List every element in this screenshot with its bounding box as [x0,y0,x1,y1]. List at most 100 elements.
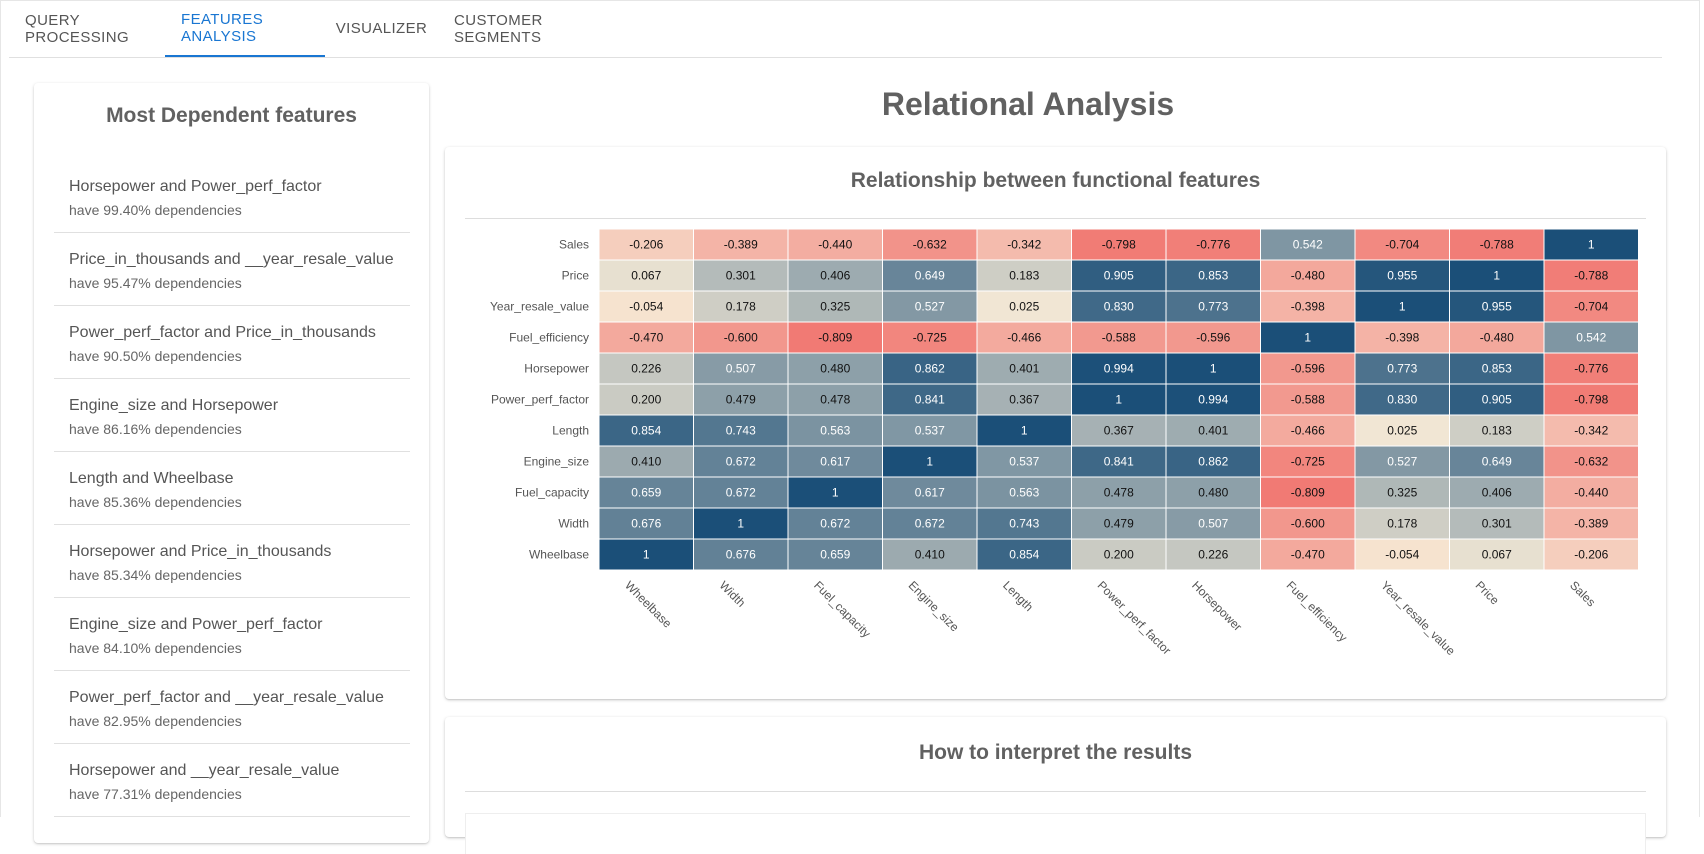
heatmap-cell[interactable] [882,321,978,354]
heatmap-cell[interactable] [1354,352,1450,385]
heatmap-cell[interactable] [787,290,883,323]
heatmap-cell[interactable] [693,259,789,292]
heatmap-cell[interactable] [1165,414,1261,447]
heatmap-cell[interactable] [1165,445,1261,478]
heatmap-cell[interactable] [976,321,1072,354]
heatmap-cell[interactable] [1354,259,1450,292]
heatmap-cell[interactable] [882,538,978,571]
heatmap-cell[interactable] [693,352,789,385]
heatmap-cell[interactable] [1543,321,1639,354]
heatmap-cell[interactable] [1354,383,1450,416]
heatmap-cell[interactable] [976,290,1072,323]
heatmap-cell[interactable] [882,445,978,478]
heatmap-cell[interactable] [1260,538,1356,571]
heatmap-cell[interactable] [693,321,789,354]
heatmap-cell[interactable] [882,259,978,292]
heatmap-cell[interactable] [1071,259,1167,292]
heatmap-cell[interactable] [1449,538,1545,571]
heatmap-cell[interactable] [1165,476,1261,509]
tab-features-analysis[interactable]: FEATURES ANALYSIS [165,0,325,57]
list-item[interactable]: Engine_size and Power_perf_factor have 8… [54,598,410,671]
heatmap-cell[interactable] [1165,352,1261,385]
heatmap-cell[interactable] [1260,228,1356,261]
heatmap-cell[interactable] [787,538,883,571]
heatmap-cell[interactable] [1354,321,1450,354]
heatmap-cell[interactable] [1543,538,1639,571]
tab-customer-segments[interactable]: CUSTOMER SEGMENTS [454,11,543,46]
heatmap-cell[interactable] [787,476,883,509]
heatmap-cell[interactable] [598,538,694,571]
heatmap-cell[interactable] [693,445,789,478]
heatmap-cell[interactable] [1543,228,1639,261]
heatmap-cell-value: 0.773 [1198,300,1228,314]
heatmap-cell[interactable] [976,538,1072,571]
heatmap-cell[interactable] [1071,383,1167,416]
heatmap-cell[interactable] [1354,228,1450,261]
list-item[interactable]: Engine_size and Horsepower have 86.16% d… [54,379,410,452]
heatmap-cell[interactable] [1071,290,1167,323]
heatmap-cell[interactable] [598,507,694,540]
tab-visualizer[interactable]: VISUALIZER [335,20,428,37]
heatmap-cell[interactable] [882,476,978,509]
heatmap-cell[interactable] [976,259,1072,292]
heatmap-cell[interactable] [693,228,789,261]
heatmap-cell[interactable] [1449,507,1545,540]
heatmap-cell[interactable] [882,507,978,540]
list-item[interactable]: Power_perf_factor and __year_resale_valu… [54,671,410,744]
heatmap-cell[interactable] [787,228,883,261]
heatmap-cell-value: -0.398 [1291,300,1325,314]
heatmap-cell[interactable] [1354,476,1450,509]
heatmap-cell[interactable] [1165,321,1261,354]
list-item[interactable]: Price_in_thousands and __year_resale_val… [54,233,410,306]
heatmap-cell[interactable] [1071,228,1167,261]
list-item[interactable]: Length and Wheelbase have 85.36% depende… [54,452,410,525]
heatmap-cell[interactable] [598,290,694,323]
y-tick-label: Horsepower [524,362,589,376]
heatmap-cell[interactable] [1449,445,1545,478]
heatmap-cell-value: -0.466 [1291,424,1325,438]
y-tick-label: Year_resale_value [490,300,589,314]
heatmap-cell[interactable] [976,507,1072,540]
heatmap-cell[interactable] [1543,290,1639,323]
heatmap-cell[interactable] [693,538,789,571]
heatmap-cell[interactable] [1449,476,1545,509]
heatmap-cell-value: 0.830 [1387,393,1417,407]
heatmap-cell[interactable] [1543,383,1639,416]
list-item[interactable]: Power_perf_factor and Price_in_thousands… [54,306,410,379]
heatmap-cell[interactable] [1165,538,1261,571]
heatmap-cell-value: 0.743 [1009,517,1039,531]
y-tick-label: Sales [559,238,589,252]
heatmap-cell[interactable] [1165,507,1261,540]
heatmap-cell[interactable] [1071,321,1167,354]
heatmap-cell-value: 0.401 [1009,362,1039,376]
heatmap-cell[interactable] [787,414,883,447]
heatmap-cell[interactable] [787,321,883,354]
y-tick-label: Fuel_capacity [515,486,589,500]
dependency-value: have 82.95% dependencies [69,713,242,729]
heatmap-cell[interactable] [976,383,1072,416]
tab-query-processing[interactable]: QUERY PROCESSING [25,11,130,46]
heatmap-cell[interactable] [598,321,694,354]
heatmap-cell[interactable] [1260,290,1356,323]
list-item[interactable]: Horsepower and Power_perf_factor have 99… [54,160,410,233]
heatmap-cell[interactable] [882,352,978,385]
heatmap-cell[interactable] [1449,321,1545,354]
list-item[interactable]: Horsepower and Price_in_thousands have 8… [54,525,410,598]
heatmap-cell[interactable] [1165,259,1261,292]
heatmap-cell[interactable] [693,383,789,416]
heatmap-cell[interactable] [598,259,694,292]
heatmap-cell[interactable] [1354,507,1450,540]
heatmap-cell[interactable] [1071,538,1167,571]
heatmap-cell[interactable] [1354,538,1450,571]
heatmap-cell[interactable] [787,352,883,385]
heatmap-cell-value: 0.226 [1198,548,1228,562]
heatmap-cell[interactable] [1449,290,1545,323]
heatmap-cell[interactable] [882,383,978,416]
heatmap-cell[interactable] [976,445,1072,478]
heatmap-cell[interactable] [598,445,694,478]
heatmap-cell[interactable] [882,290,978,323]
heatmap-cell[interactable] [1543,259,1639,292]
heatmap-cell[interactable] [1449,259,1545,292]
heatmap-cell[interactable] [598,383,694,416]
heatmap-cell-value: 0.905 [1104,269,1134,283]
